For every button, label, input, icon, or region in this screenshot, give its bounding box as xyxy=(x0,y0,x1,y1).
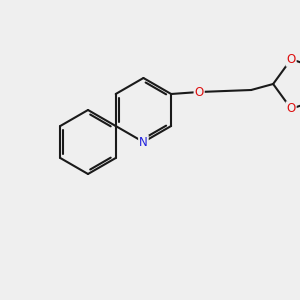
Text: O: O xyxy=(194,85,204,98)
Text: O: O xyxy=(286,102,296,115)
Text: N: N xyxy=(139,136,148,148)
Text: O: O xyxy=(286,53,296,66)
